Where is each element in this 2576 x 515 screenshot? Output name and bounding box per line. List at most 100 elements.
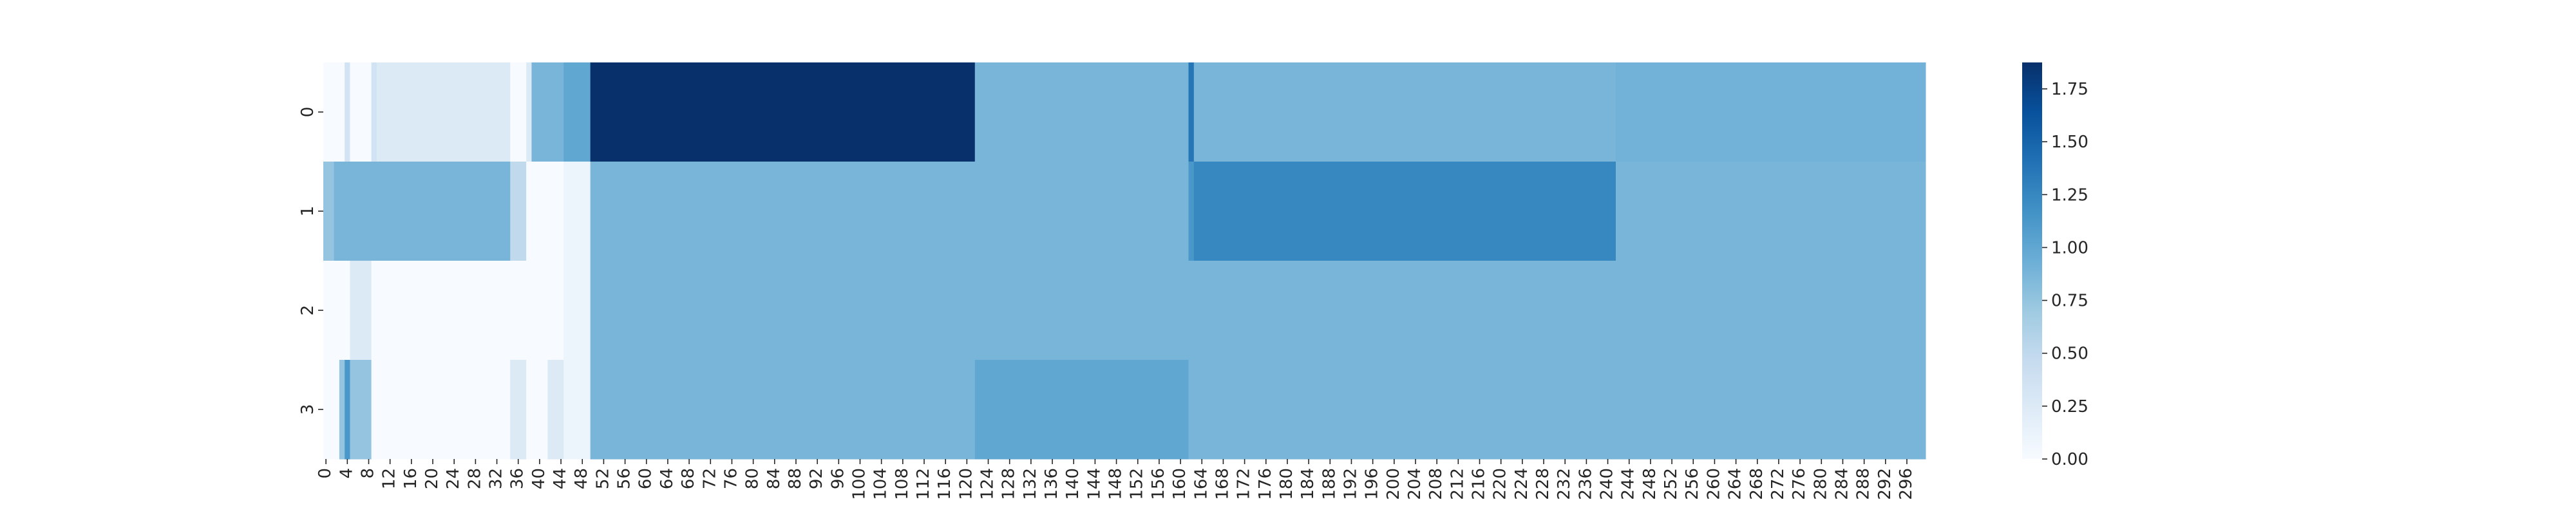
heatmap-cell-row1-seg5 (590, 162, 1189, 261)
x-tick-label: 124 (978, 468, 998, 500)
y-tick-label: 3 (298, 404, 317, 415)
x-tick-label: 240 (1598, 468, 1617, 500)
x-tick-label: 72 (700, 468, 719, 489)
heatmap-cell-row0-seg5 (510, 62, 527, 162)
heatmap-cell-row0-seg0 (323, 62, 345, 162)
x-tick-label: 296 (1897, 468, 1916, 500)
x-tick-label: 224 (1512, 468, 1531, 500)
x-tick-label: 280 (1811, 468, 1830, 500)
heatmap-cell-row0-seg6 (526, 62, 532, 162)
heatmap-cell-row0-seg11 (1188, 62, 1195, 162)
x-tick-label: 140 (1063, 468, 1083, 500)
heatmap-cell-row3-seg8 (564, 360, 591, 460)
heatmap-cell-row3-seg1 (339, 360, 345, 460)
x-tick-label: 228 (1533, 468, 1553, 500)
x-tick-label: 220 (1491, 468, 1510, 500)
x-axis: 0 4 8 12 16 20 24 28 32 36 40 44 48 52 56 60 64 68 72 76 80 8… (316, 459, 1916, 500)
colorbar-tick-label: 1.00 (2051, 238, 2088, 258)
x-tick-label: 188 (1320, 468, 1339, 500)
heatmap-cells (323, 62, 1926, 460)
heatmap-cell-row3-seg4 (371, 360, 511, 460)
heatmap-cell-row0-seg13 (1615, 62, 1926, 162)
x-tick-label: 204 (1405, 468, 1425, 500)
x-tick-label: 96 (828, 468, 848, 489)
x-tick-label: 244 (1619, 468, 1638, 500)
y-tick-label: 0 (298, 107, 317, 118)
heatmap-cell-row3-seg0 (323, 360, 340, 460)
x-tick-label: 80 (743, 468, 762, 489)
x-tick-label: 56 (615, 468, 634, 489)
x-tick-label: 20 (422, 468, 442, 489)
heatmap-cell-row2-seg4 (590, 261, 1926, 360)
heatmap-cell-row1-seg8 (1615, 162, 1926, 261)
x-tick-label: 196 (1363, 468, 1382, 500)
x-tick-label: 288 (1854, 468, 1873, 500)
x-tick-label: 268 (1747, 468, 1766, 500)
heatmap-cell-row1-seg0 (323, 162, 335, 261)
heatmap-cell-row3-seg6 (526, 360, 548, 460)
heatmap-cell-row2-seg2 (371, 261, 564, 360)
heatmap-cell-row0-seg1 (345, 62, 350, 162)
x-tick-label: 100 (849, 468, 869, 500)
x-tick-label: 248 (1640, 468, 1660, 500)
x-tick-label: 164 (1191, 468, 1211, 500)
x-tick-label: 88 (786, 468, 805, 489)
x-tick-label: 12 (380, 468, 399, 489)
heatmap-cell-row3-seg2 (345, 360, 350, 460)
x-tick-label: 212 (1448, 468, 1467, 500)
x-tick-label: 156 (1149, 468, 1168, 500)
x-tick-label: 252 (1662, 468, 1681, 500)
x-tick-label: 148 (1106, 468, 1126, 500)
heatmap-cell-row3-seg11 (1188, 360, 1926, 460)
x-tick-label: 132 (1021, 468, 1040, 500)
heatmap-cell-row0-seg3 (371, 62, 377, 162)
x-tick-label: 256 (1683, 468, 1702, 500)
x-tick-label: 136 (1042, 468, 1061, 500)
x-tick-label: 168 (1213, 468, 1232, 500)
colorbar-tick-label: 1.50 (2051, 133, 2088, 152)
x-tick-label: 152 (1128, 468, 1147, 500)
x-tick-label: 84 (764, 468, 784, 489)
x-tick-label: 232 (1555, 468, 1574, 500)
x-tick-label: 144 (1084, 468, 1104, 500)
colorbar-tick-label: 0.00 (2051, 450, 2088, 469)
x-tick-label: 284 (1832, 468, 1852, 500)
colorbar-tick-label: 0.25 (2051, 397, 2088, 417)
heatmap-cell-row1-seg4 (564, 162, 591, 261)
heatmap-cell-row0-seg2 (350, 62, 372, 162)
x-tick-label: 104 (871, 468, 891, 500)
x-tick-label: 236 (1576, 468, 1595, 500)
x-tick-label: 64 (658, 468, 677, 489)
x-tick-label: 8 (358, 468, 377, 479)
heatmap-cell-row2-seg0 (323, 261, 350, 360)
heatmap-cell-row0-seg10 (974, 62, 1189, 162)
y-tick-label: 2 (298, 305, 317, 316)
x-tick-label: 36 (508, 468, 527, 489)
heatmap-cell-row1-seg3 (526, 162, 564, 261)
x-tick-label: 76 (721, 468, 741, 489)
x-tick-label: 160 (1170, 468, 1189, 500)
x-tick-label: 176 (1256, 468, 1275, 500)
x-tick-label: 32 (487, 468, 506, 489)
heatmap-cell-row0-seg8 (564, 62, 591, 162)
heatmap-cell-row1-seg6 (1188, 162, 1195, 261)
x-tick-label: 216 (1470, 468, 1489, 500)
x-tick-label: 4 (337, 468, 356, 479)
x-tick-label: 184 (1298, 468, 1318, 500)
heatmap-cell-row0-seg4 (376, 62, 511, 162)
x-tick-label: 52 (593, 468, 612, 489)
x-tick-label: 292 (1875, 468, 1895, 500)
heatmap-cell-row0-seg7 (531, 62, 564, 162)
x-tick-label: 264 (1726, 468, 1745, 500)
heatmap-cell-row3-seg5 (510, 360, 527, 460)
x-tick-label: 44 (551, 468, 570, 489)
heatmap-cell-row1-seg2 (510, 162, 527, 261)
x-tick-label: 28 (465, 468, 484, 489)
x-tick-label: 192 (1341, 468, 1360, 500)
heatmap-cell-row3-seg7 (547, 360, 564, 460)
heatmap-cell-row2-seg3 (564, 261, 591, 360)
x-tick-label: 200 (1384, 468, 1403, 500)
y-axis: 0 1 2 3 (298, 107, 323, 415)
colorbar: 0.00 0.25 0.50 0.75 1.00 1.25 1.50 1.75 (2022, 62, 2088, 469)
